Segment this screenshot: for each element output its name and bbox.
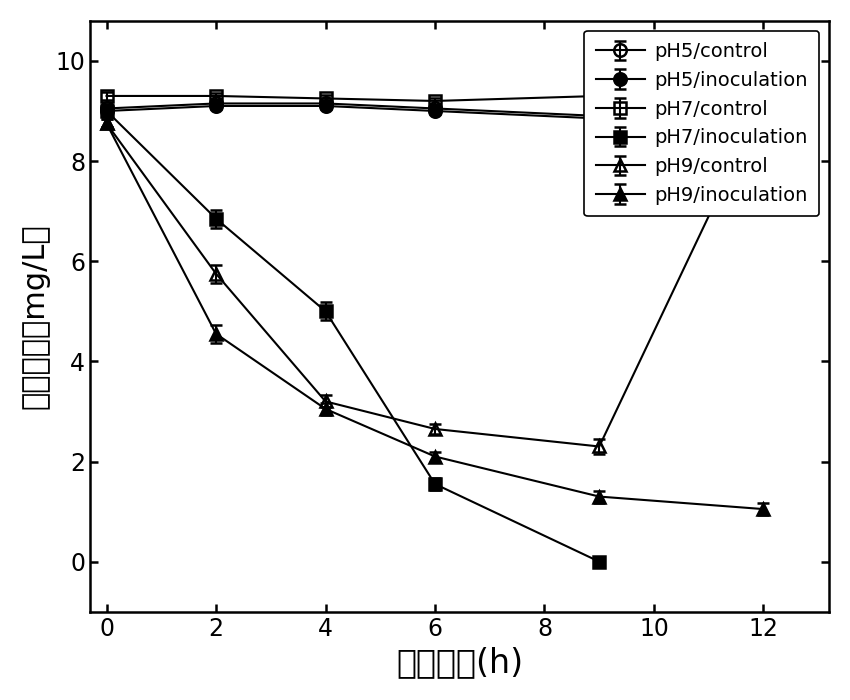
Legend: pH5/control, pH5/inoculation, pH7/control, pH7/inoculation, pH9/control, pH9/ino: pH5/control, pH5/inoculation, pH7/contro…: [584, 31, 819, 216]
Y-axis label: 苯嘲草酮（mg/L）: 苯嘲草酮（mg/L）: [21, 223, 50, 409]
X-axis label: 处理时间(h): 处理时间(h): [396, 646, 524, 679]
